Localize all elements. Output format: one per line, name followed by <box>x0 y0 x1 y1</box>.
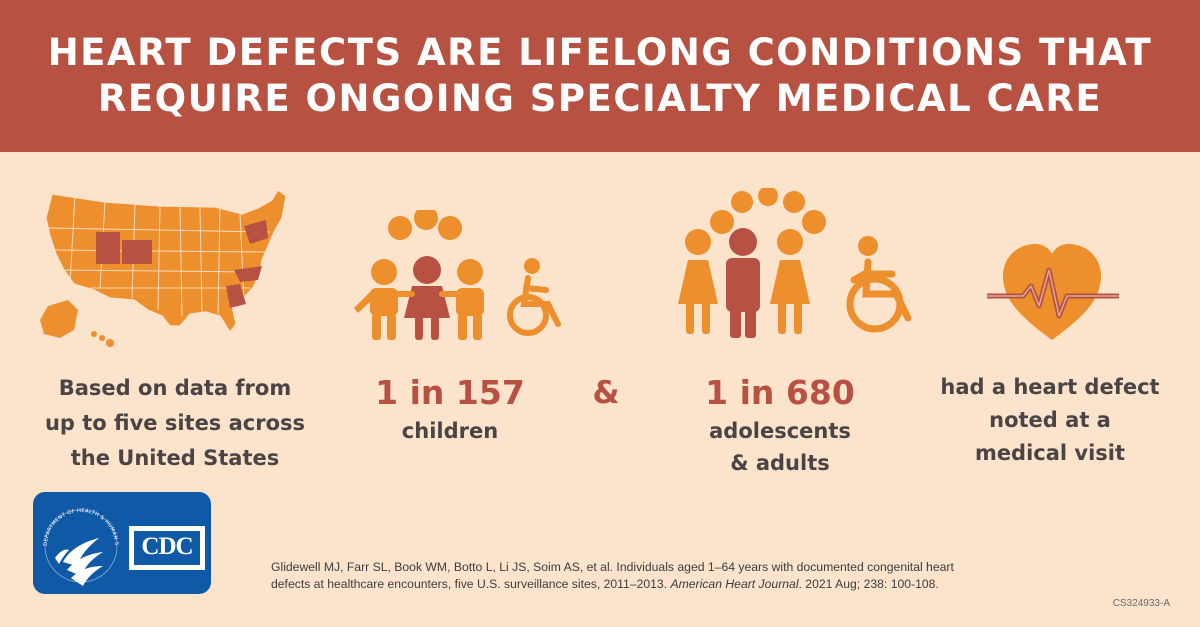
seal-text: DEPARTMENT OF HEALTH & HUMAN SERVICES US… <box>33 492 119 546</box>
children-label: children <box>401 419 499 443</box>
children-stat: 1 in 157 children <box>355 371 545 447</box>
ampersand: & <box>592 375 620 411</box>
cdc-badge: CDC <box>129 526 205 570</box>
hhs-eagle-icon: DEPARTMENT OF HEALTH & HUMAN SERVICES US… <box>33 492 119 586</box>
us-map-icon <box>40 189 287 347</box>
children-ratio: 1 in 157 <box>375 373 525 412</box>
hhs-cdc-logo: DEPARTMENT OF HEALTH & HUMAN SERVICES US… <box>33 492 211 594</box>
adults-label-1: adolescents <box>709 419 851 443</box>
headline-line-1: HEART DEFECTS ARE LIFELONG CONDITIONS TH… <box>47 31 1153 74</box>
citation-line-2-start: defects at healthcare encounters, five U… <box>271 577 671 591</box>
heart-caption: had a heart defect noted at a medical vi… <box>915 371 1185 470</box>
citation-line-2-end: . 2021 Aug; 238: 100-108. <box>798 577 939 591</box>
sites-line-2: up to five sites across <box>44 411 306 435</box>
heart-line-1: had a heart defect <box>940 375 1160 399</box>
citation-line-2: defects at healthcare encounters, five U… <box>271 576 1091 593</box>
cdc-text: CDC <box>134 531 200 565</box>
header-banner: HEART DEFECTS ARE LIFELONG CONDITIONS TH… <box>0 0 1200 152</box>
heart-line-3: medical visit <box>974 441 1126 465</box>
citation: Glidewell MJ, Farr SL, Book WM, Botto L,… <box>271 559 1091 593</box>
adults-ratio: 1 in 680 <box>705 373 855 412</box>
adults-family-icon <box>678 188 912 338</box>
sites-line-1: Based on data from <box>58 376 292 400</box>
headline-line-2: REQUIRE ONGOING SPECIALTY MEDICAL CARE <box>97 77 1103 120</box>
children-family-icon <box>354 210 561 340</box>
heart-line-2: noted at a <box>989 408 1111 432</box>
adults-stat: 1 in 680 adolescents & adults <box>655 371 905 479</box>
sites-caption: Based on data from up to five sites acro… <box>20 371 330 476</box>
svg-text:DEPARTMENT OF HEALTH & HUMAN S: DEPARTMENT OF HEALTH & HUMAN SERVICES US… <box>33 492 119 546</box>
journal-name: American Heart Journal <box>670 577 799 591</box>
sites-line-3: the United States <box>70 446 280 470</box>
heart-pulse-icon <box>987 244 1119 340</box>
citation-line-1: Glidewell MJ, Farr SL, Book WM, Botto L,… <box>271 560 954 574</box>
adults-label-2: & adults <box>730 451 830 475</box>
document-code: CS324933-A <box>1112 598 1170 609</box>
wheelchair-icon <box>507 275 561 336</box>
